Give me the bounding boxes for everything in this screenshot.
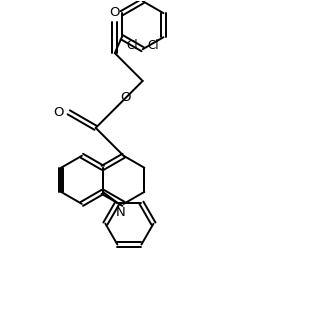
- Text: Cl: Cl: [148, 39, 159, 52]
- Text: N: N: [115, 206, 125, 219]
- Text: O: O: [110, 6, 120, 19]
- Text: O: O: [53, 106, 64, 119]
- Text: O: O: [120, 91, 130, 104]
- Text: Cl: Cl: [126, 39, 138, 52]
